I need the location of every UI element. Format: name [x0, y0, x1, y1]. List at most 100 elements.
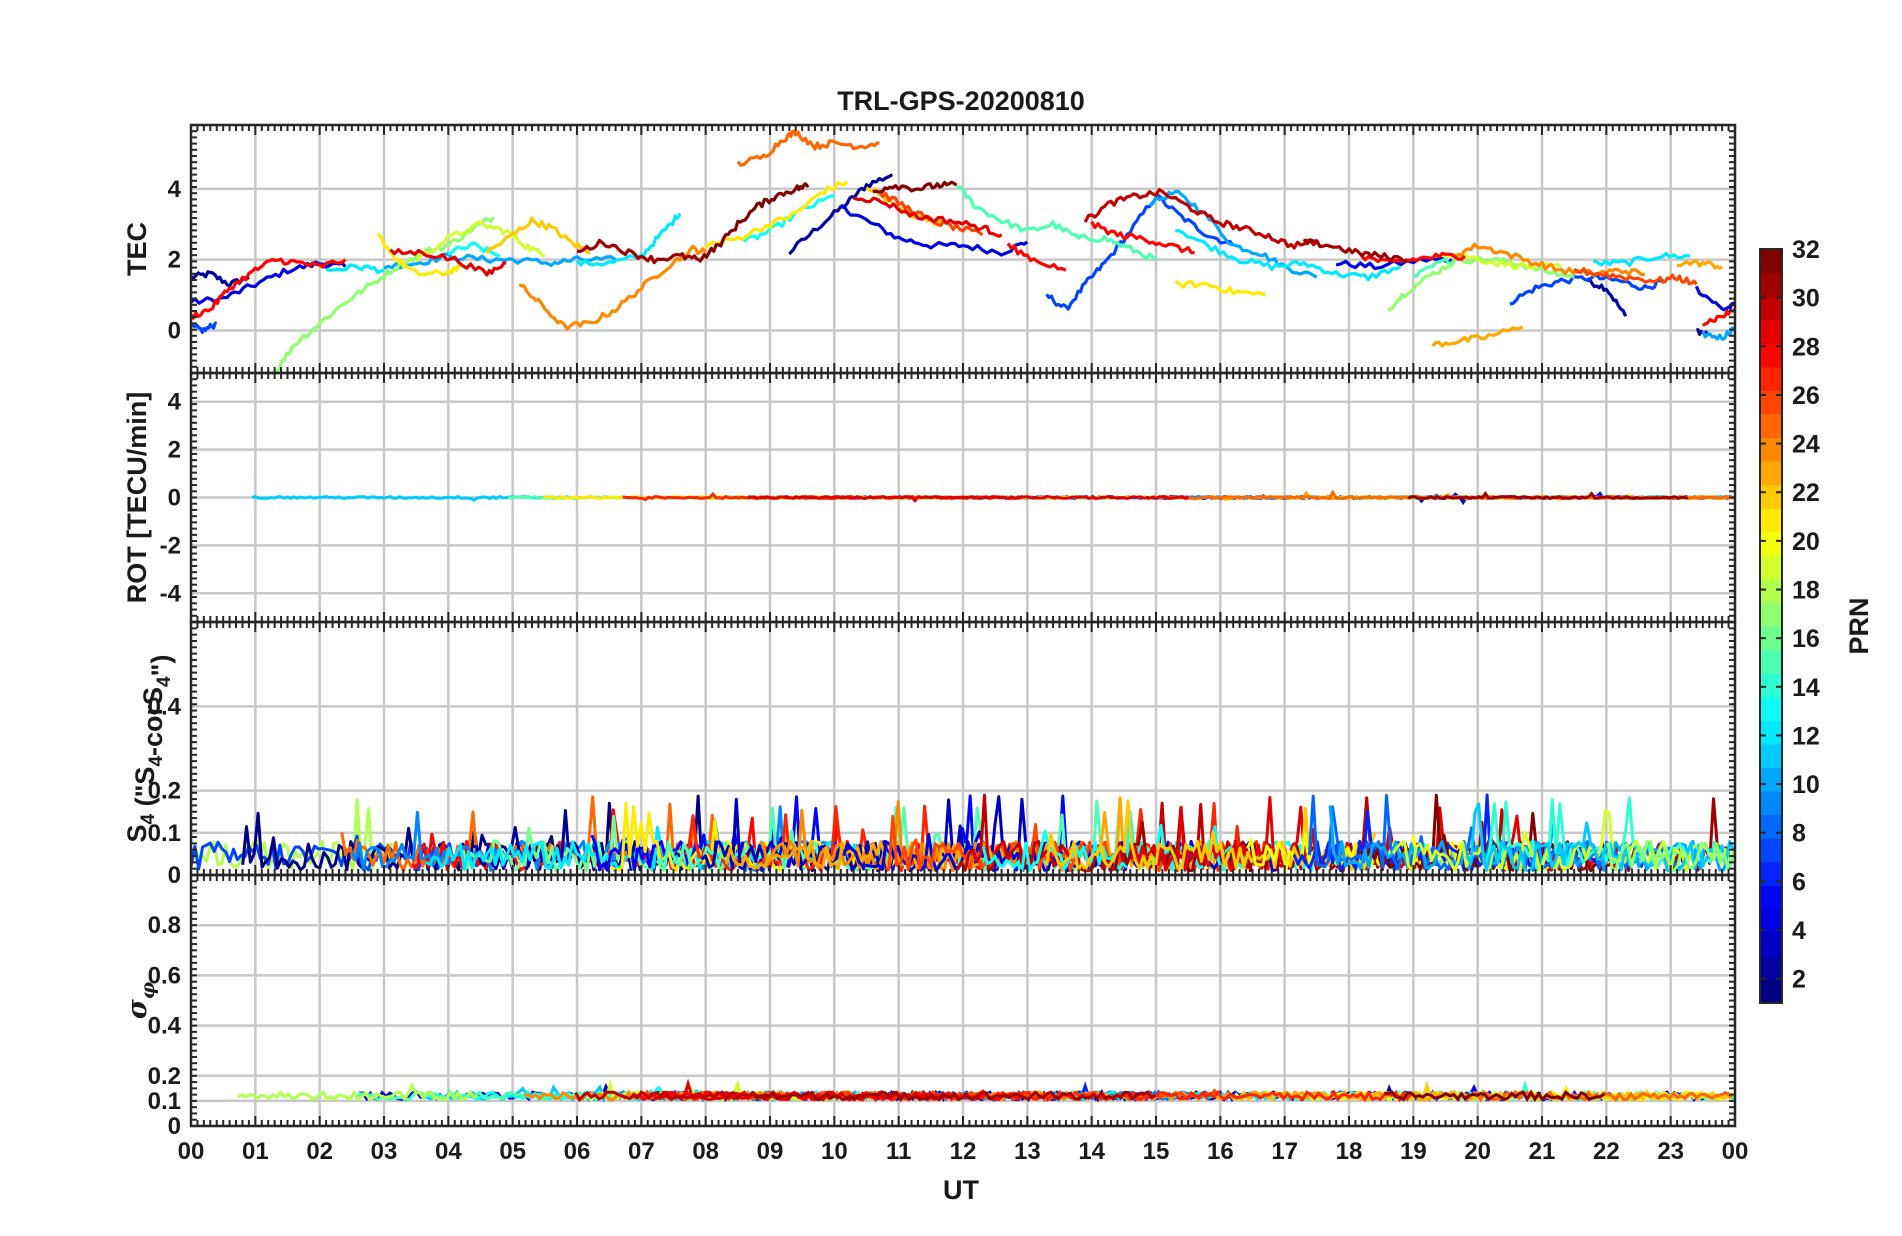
tec-series-prn-7-seg-2	[191, 321, 217, 334]
colorbar-tick-label: 2	[1792, 966, 1806, 994]
rot-series-prn-29	[747, 495, 1190, 503]
tec-series-prn-4-seg-1	[840, 204, 1029, 257]
colorbar-level	[1760, 461, 1782, 486]
tec-series-prn-23-seg-1	[1676, 259, 1723, 270]
y-tick-label-tec: 4	[168, 176, 182, 203]
colorbar-level	[1760, 437, 1782, 462]
panel-tec: 0 2 4 TEC	[122, 123, 1737, 375]
x-tick-label: 06	[564, 1138, 591, 1165]
rot-series-prn-31	[1407, 491, 1689, 501]
x-tick-label: 03	[371, 1138, 398, 1165]
label-part: ")	[146, 655, 176, 677]
sigma-series-prn-32	[1384, 1089, 1606, 1103]
colorbar-level	[1760, 366, 1782, 391]
colorbar-level	[1760, 296, 1782, 321]
y-tick-label-sigma: 0.4	[148, 1013, 182, 1040]
tec-series-prn-12-seg-0	[575, 212, 682, 267]
colorbar-level	[1760, 508, 1782, 533]
colorbar-level	[1760, 932, 1782, 957]
colorbar-level	[1760, 814, 1782, 839]
tec-series-prn-29-seg-0	[389, 248, 507, 277]
x-tick-label: 09	[757, 1138, 784, 1165]
colorbar-level	[1760, 319, 1782, 344]
colorbar-tick-label: 26	[1792, 382, 1820, 410]
colorbar-tick-label: 12	[1792, 722, 1820, 750]
tec-series-prn-12-seg-3	[325, 263, 385, 275]
panel-rot: -4 -2 0 2 4 ROT [TECU/min]	[122, 371, 1737, 624]
x-tick-label: 08	[692, 1138, 719, 1165]
sigma-series-prn-31	[753, 1089, 1157, 1103]
y-tick-label-rot: -2	[160, 532, 181, 559]
x-axis-label: UT	[943, 1175, 979, 1205]
colorbar-tick-label: 22	[1792, 479, 1820, 507]
tec-series-prn-24-seg-1	[1451, 242, 1646, 278]
tec-series-prn-23-seg-0	[1431, 325, 1524, 348]
y-tick-label-rot: -4	[160, 580, 182, 607]
colorbar-level	[1760, 578, 1782, 604]
colorbar-level	[1760, 626, 1782, 651]
colorbar-tick-label: 14	[1792, 674, 1820, 702]
x-tick-label: 01	[242, 1138, 269, 1165]
colorbar-level	[1760, 673, 1782, 698]
colorbar-level	[1760, 555, 1782, 580]
tec-series-prn-2-seg-2	[1585, 277, 1628, 317]
x-tick-label: 20	[1464, 1138, 1491, 1165]
colorbar-level	[1760, 390, 1782, 415]
colorbar-tick-label: 20	[1792, 528, 1820, 556]
colorbar-tick-label: 6	[1792, 868, 1806, 896]
tec-series-prn-31-seg-1	[1302, 238, 1408, 264]
colorbar-tick-label: 4	[1792, 917, 1806, 945]
colorbar-level	[1760, 838, 1782, 863]
x-tick-label: 23	[1657, 1138, 1684, 1165]
s4-series-prn-11	[1465, 802, 1735, 873]
tec-series-prn-17-seg-0	[273, 216, 495, 373]
data-s4	[191, 793, 1735, 873]
gridlines-sigma	[191, 875, 1735, 1128]
colorbar-level	[1760, 531, 1782, 556]
y-tick-label-sigma: 0.1	[148, 1088, 181, 1115]
colorbar-frame	[1759, 248, 1783, 1004]
x-tick-label: 10	[821, 1138, 848, 1165]
y-tick-label-sigma: 0.6	[148, 962, 181, 989]
tec-series-prn-21-seg-1	[1174, 280, 1266, 297]
tec-series-prn-25-seg-0	[736, 129, 880, 167]
colorbar-tick-label: 18	[1792, 577, 1820, 605]
x-tick-label: 16	[1207, 1138, 1234, 1165]
data-sigma	[237, 1078, 1735, 1104]
x-tick-label: 04	[435, 1138, 462, 1165]
tec-series-prn-17-seg-1	[1387, 255, 1575, 311]
x-tick-label: 00	[178, 1138, 205, 1165]
tec-series-prn-31-seg-0	[576, 238, 700, 265]
tec-series-prn-32-seg-1	[872, 180, 958, 194]
panel-sigma: 00.10.2 0.4 0.6 0.8 σφ 00 01 02 03 04 05 06 07 08 09 10…	[122, 873, 1748, 1165]
colorbar-level	[1760, 885, 1782, 910]
colorbar-label: PRN	[1844, 597, 1874, 654]
y-tick-label-sigma: 0.2	[148, 1063, 181, 1090]
data-tec	[191, 129, 1735, 373]
tec-series-prn-12-seg-2	[1592, 252, 1691, 267]
s4-series-prn-19	[1391, 808, 1735, 873]
colorbar-tick-label: 28	[1792, 333, 1820, 361]
minor-ticks-rot	[190, 372, 1736, 623]
y-tick-label-s4: 0.4	[148, 693, 182, 720]
colorbar-tick-label: 16	[1792, 625, 1820, 653]
colorbar-level	[1760, 790, 1782, 816]
tec-series-prn-10-seg-2	[1701, 326, 1735, 341]
label-subscript: 4	[138, 813, 159, 824]
y-tick-label-rot: 2	[168, 437, 181, 464]
label-subscript: 4	[146, 756, 167, 767]
colorbar-tick-label: 8	[1792, 820, 1806, 848]
colorbar-tick-label: 10	[1792, 771, 1820, 799]
y-tick-label-rot: 0	[168, 485, 181, 512]
colorbar-level	[1760, 767, 1782, 792]
gridlines-tec	[191, 125, 1735, 373]
y-tick-label-s4: 0	[168, 862, 181, 889]
y-axis-label-sigma: σφ	[122, 982, 159, 1019]
colorbar-tick-label: 30	[1792, 285, 1820, 313]
label-part: S	[122, 824, 152, 842]
tec-series-prn-29-seg-1	[853, 196, 1003, 238]
sigma-series-prn-30	[574, 1090, 781, 1103]
label-part: σ	[122, 999, 153, 1019]
